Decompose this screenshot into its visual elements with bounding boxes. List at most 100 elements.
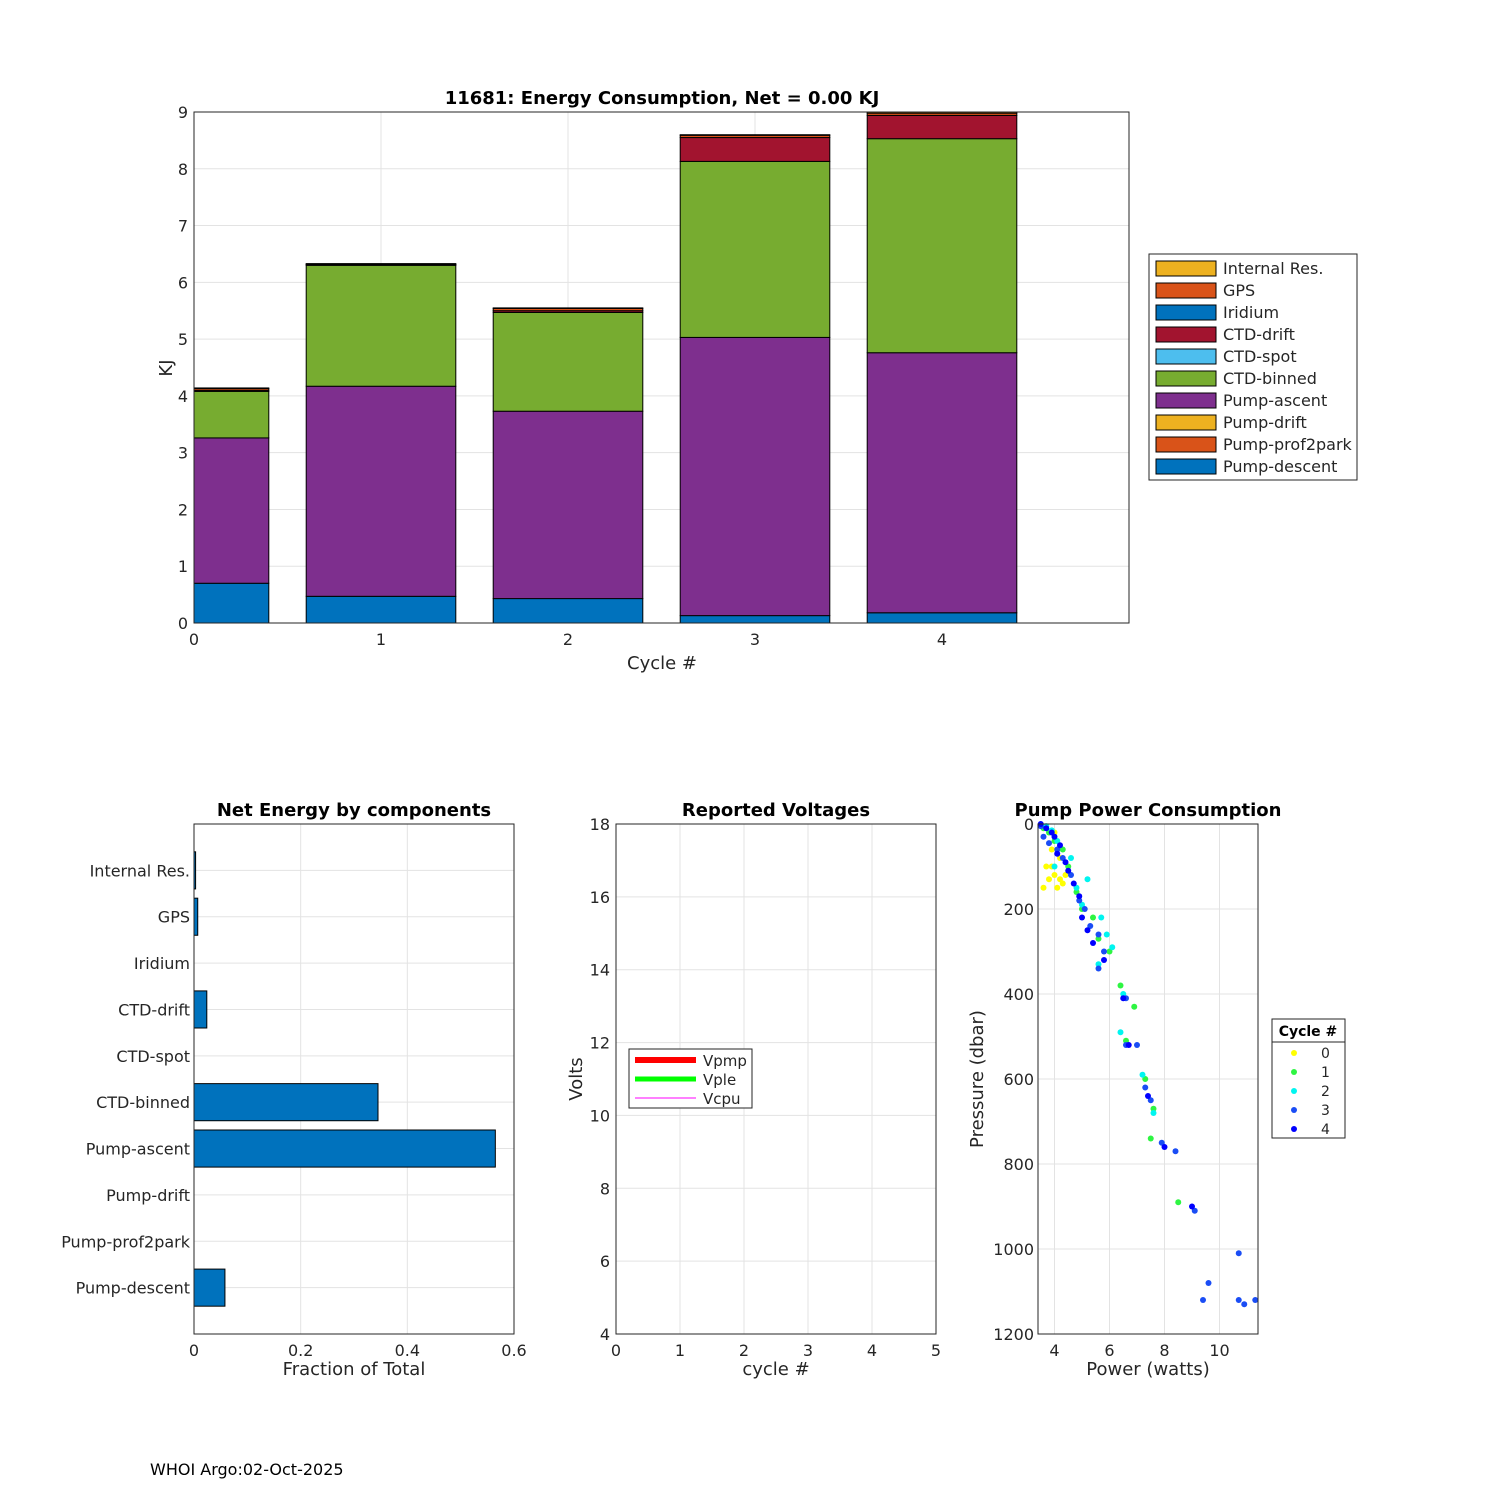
energy-legend-label: Internal Res.	[1223, 259, 1323, 278]
pump-power-ytick-label: 200	[1003, 900, 1034, 919]
energy-bar-segment	[866, 138, 1018, 354]
energy-bar-segment	[679, 134, 831, 136]
pump-power-point	[1065, 867, 1072, 874]
voltages-xtick-label: 4	[867, 1341, 877, 1360]
energy-ytick-label: 8	[178, 160, 188, 179]
pump-power-point	[1139, 1071, 1146, 1078]
pump-power-legend: Cycle # 0 1 2 3 4	[1271, 1018, 1346, 1139]
pump-power-point	[1150, 1110, 1157, 1116]
energy-ytick-label: 2	[178, 500, 188, 519]
pump-power-legend-marker	[1291, 1126, 1297, 1132]
pump-power-point	[1189, 1203, 1195, 1210]
energy-legend-label: CTD-binned	[1223, 369, 1317, 388]
pump-power-point	[1095, 965, 1102, 972]
pump-power-ytick-label: 1000	[993, 1240, 1034, 1259]
net-energy-category-label: Internal Res.	[90, 861, 190, 880]
energy-bar-segment	[492, 307, 644, 309]
pump-power-point	[1123, 1037, 1129, 1044]
pump-power-point	[1062, 872, 1069, 878]
energy-legend-label: Pump-prof2park	[1223, 435, 1353, 454]
pump-power-point	[1134, 1042, 1140, 1048]
pump-power-title: Pump Power Consumption	[1015, 800, 1282, 821]
net-energy-category-label: Pump-prof2park	[61, 1232, 191, 1251]
voltages-xtick-label: 5	[931, 1341, 941, 1360]
pump-power-point	[1059, 855, 1066, 861]
pump-power-point	[1101, 957, 1107, 963]
pump-power-legend-marker	[1291, 1069, 1297, 1075]
pump-power-point	[1095, 961, 1102, 968]
pump-power-point	[1076, 893, 1083, 900]
pump-power-point	[1059, 846, 1066, 853]
pump-power-ytick-label: 400	[1003, 985, 1034, 1004]
energy-bar-segment	[193, 390, 270, 439]
pump-power-point	[1103, 931, 1110, 938]
net-energy-components-chart: Net Energy by components 0 0.2 0.4 0.6 Inter…	[61, 800, 527, 1380]
energy-legend-label: Pump-drift	[1223, 413, 1307, 432]
pump-power-point	[1161, 1144, 1168, 1150]
energy-ytick-label: 5	[178, 330, 188, 349]
energy-bar-segment	[305, 263, 457, 265]
energy-bar-segment	[492, 311, 644, 412]
pump-power-point	[1073, 889, 1080, 895]
pump-power-legend-label: 2	[1321, 1084, 1330, 1100]
pump-power-ytick-label: 1200	[993, 1325, 1034, 1344]
pump-power-point	[1084, 927, 1091, 934]
energy-ytick-label: 0	[178, 614, 188, 633]
voltages-title: Reported Voltages	[682, 800, 870, 821]
energy-xtick-label: 0	[189, 630, 199, 649]
energy-bar-segment	[193, 437, 270, 584]
pump-power-point	[1065, 863, 1072, 870]
net-energy-xtick-label: 0.2	[288, 1341, 313, 1360]
energy-legend-label: CTD-drift	[1223, 325, 1295, 344]
pump-power-frame	[1037, 823, 1259, 1335]
energy-bar-segment	[679, 615, 831, 624]
net-energy-category-label: Iridium	[134, 954, 190, 973]
energy-legend-swatch	[1155, 414, 1217, 431]
pump-power-point	[1046, 840, 1052, 847]
energy-chart-ylabel: KJ	[156, 359, 177, 376]
energy-chart-frame	[193, 111, 1130, 624]
voltages-frame	[615, 823, 937, 1335]
net-energy-category-label: Pump-ascent	[86, 1140, 190, 1159]
pump-power-legend-title: Cycle #	[1279, 1024, 1338, 1040]
pump-power-legend-label: 4	[1321, 1122, 1330, 1138]
energy-xtick-label: 1	[376, 630, 386, 649]
pump-power-point	[1117, 1029, 1124, 1036]
pump-power-point	[1147, 1097, 1154, 1104]
pump-power-point	[1068, 855, 1074, 861]
energy-bar-segment	[492, 410, 644, 600]
pump-power-point	[1150, 1105, 1157, 1112]
pump-power-point	[1252, 1297, 1259, 1303]
energy-bar-segment	[305, 385, 457, 597]
energy-legend-label: Pump-ascent	[1223, 391, 1327, 410]
pump-power-point	[1051, 833, 1058, 840]
pump-power-ylabel: Pressure (dbar)	[967, 1010, 988, 1148]
net-energy-xtick-label: 0	[189, 1341, 199, 1360]
pump-power-point	[1054, 838, 1061, 844]
net-energy-bar	[193, 897, 199, 936]
pump-power-point	[1076, 897, 1083, 904]
pump-power-point	[1043, 863, 1050, 870]
energy-bar-segment	[679, 336, 831, 617]
pump-power-point	[1235, 1297, 1242, 1303]
pump-power-point	[1172, 1148, 1179, 1155]
voltages-ytick-label: 6	[600, 1252, 610, 1271]
pump-power-point	[1057, 842, 1063, 849]
pump-power-point	[1200, 1297, 1206, 1303]
voltages-ytick-label: 14	[590, 961, 610, 980]
energy-bar-segment	[679, 160, 831, 338]
pump-power-xtick-label: 10	[1209, 1341, 1229, 1360]
pump-power-point	[1048, 846, 1055, 853]
net-energy-category-label: Pump-descent	[76, 1279, 190, 1298]
energy-legend-label: Pump-descent	[1223, 457, 1337, 476]
pump-power-point	[1098, 914, 1105, 921]
pump-power-point	[1081, 906, 1088, 912]
net-energy-bar	[193, 1129, 496, 1168]
energy-legend-swatch	[1155, 282, 1217, 299]
energy-ytick-label: 4	[178, 387, 188, 406]
voltages-xtick-label: 1	[675, 1341, 685, 1360]
pump-power-legend-marker	[1291, 1107, 1297, 1113]
pump-power-point	[1090, 914, 1096, 921]
